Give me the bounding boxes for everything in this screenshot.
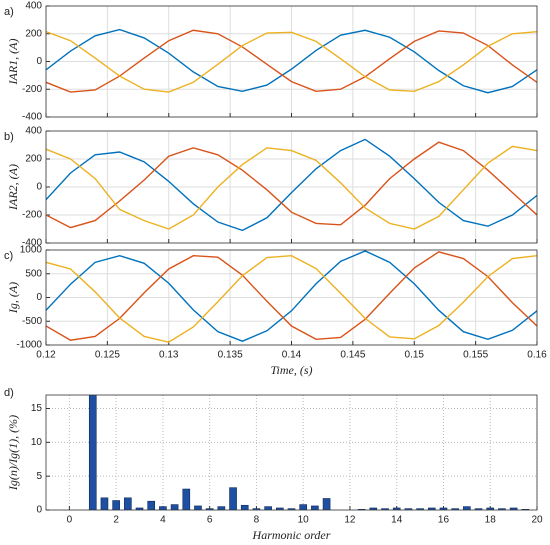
line-series	[46, 145, 537, 230]
line-series	[46, 254, 537, 343]
y-tick-label: 500	[25, 268, 42, 279]
bar	[100, 497, 109, 510]
x-tick-label: 18	[485, 515, 497, 526]
plot-frame	[45, 5, 538, 118]
x-tick-label: 12	[344, 515, 356, 526]
x-tick-label: 20	[531, 515, 543, 526]
y-tick-label: 200	[25, 28, 42, 39]
panel-label: c)	[4, 250, 13, 262]
bar	[112, 500, 120, 510]
bar	[264, 506, 272, 510]
bar	[299, 504, 307, 510]
x-tick-label: 0.16	[527, 350, 547, 361]
bar	[287, 508, 296, 510]
bar	[416, 508, 424, 510]
line-series	[46, 141, 537, 229]
y-tick-label: 10	[31, 437, 43, 448]
plot-frame	[45, 249, 538, 346]
bar	[124, 497, 132, 510]
y-tick-label: 200	[25, 154, 42, 165]
x-axis-label: Time, (s)	[271, 363, 313, 377]
x-tick-label: 0.15	[405, 350, 425, 361]
plot-marks	[88, 395, 530, 510]
bar	[252, 508, 261, 510]
y-tick-label: -200	[22, 84, 42, 95]
bar	[474, 508, 483, 510]
y-tick-label: -400	[22, 238, 42, 249]
plot-marks	[46, 28, 537, 94]
line-series	[46, 28, 537, 94]
bar	[322, 498, 331, 510]
x-tick-label: 8	[254, 515, 260, 526]
bar	[182, 488, 191, 510]
y-tick-label: 400	[25, 1, 42, 12]
bar	[240, 504, 249, 510]
x-tick-label: 0	[67, 515, 73, 526]
y-tick-label: -1000	[16, 340, 42, 351]
y-axis-label: Ig, (A)	[6, 282, 20, 314]
x-tick-label: 2	[113, 515, 119, 526]
panel-label: b)	[4, 131, 14, 143]
bar	[311, 505, 319, 510]
bar	[381, 508, 389, 510]
plot-marks	[46, 138, 537, 232]
bar	[229, 487, 237, 510]
y-axis-label: IAR2, (A)	[6, 164, 20, 211]
bar	[463, 506, 471, 510]
x-tick-label: 4	[160, 515, 166, 526]
x-tick-label: 14	[391, 515, 403, 526]
bar	[404, 508, 413, 510]
panel-label: d)	[4, 387, 14, 399]
y-tick-label: -400	[22, 112, 42, 123]
y-axis-label: IAR1, (A)	[6, 39, 20, 86]
plot-area	[46, 395, 537, 510]
y-tick-label: 5	[36, 471, 42, 482]
plot-frame	[45, 394, 538, 511]
bar	[451, 508, 459, 510]
x-tick-label: 0.13	[159, 350, 179, 361]
x-tick-label: 0.14	[282, 350, 302, 361]
x-tick-label: 10	[298, 515, 310, 526]
y-axis-label: Ig(n)/Ig(1), (%)	[6, 415, 20, 491]
x-tick-label: 6	[207, 515, 213, 526]
bar	[205, 508, 214, 510]
x-tick-label: 0.145	[340, 350, 365, 361]
bar	[88, 395, 97, 510]
y-tick-label: -200	[22, 210, 42, 221]
x-axis-label: Harmonic order	[252, 528, 331, 542]
line-series	[46, 250, 537, 342]
y-tick-label: 0	[36, 292, 42, 303]
bar	[194, 505, 202, 510]
y-tick-label: 0	[36, 505, 42, 516]
x-tick-label: 0.125	[95, 350, 120, 361]
y-tick-label: 1000	[20, 245, 43, 256]
plot-marks	[46, 250, 537, 343]
line-series	[46, 138, 537, 232]
line-series	[46, 251, 537, 341]
bar	[147, 500, 156, 510]
y-tick-label: 15	[31, 403, 43, 414]
plot-frame	[45, 130, 538, 244]
panel-label: a)	[4, 6, 14, 18]
y-tick-label: 0	[36, 56, 42, 67]
x-tick-label: 16	[438, 515, 450, 526]
x-tick-label: 0.12	[36, 350, 56, 361]
bar	[159, 506, 167, 510]
line-series	[46, 29, 537, 93]
y-tick-label: 400	[25, 126, 42, 137]
y-tick-label: -500	[22, 316, 42, 327]
bar	[217, 506, 226, 510]
x-tick-label: 0.155	[463, 350, 488, 361]
y-tick-label: 0	[36, 182, 42, 193]
bar	[170, 504, 179, 510]
bar	[498, 508, 506, 510]
x-tick-label: 0.135	[218, 350, 243, 361]
line-series	[46, 30, 537, 93]
